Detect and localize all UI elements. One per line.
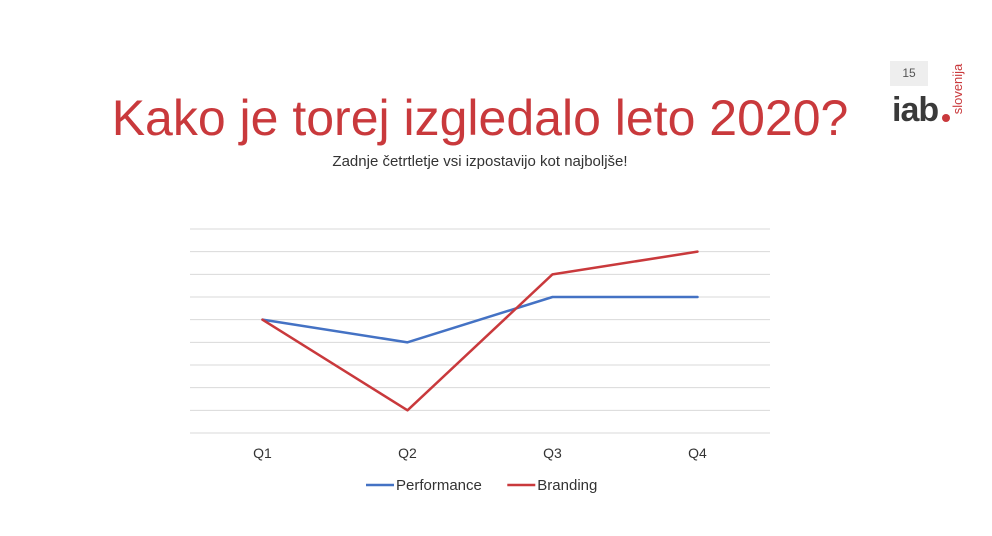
- chart-legend: Performance Branding: [366, 477, 597, 494]
- page-number: 15: [890, 61, 928, 86]
- chart-gridlines: [190, 228, 770, 434]
- series-line-branding: [261, 250, 699, 412]
- x-tick-label: Q1: [253, 445, 272, 461]
- x-tick-label: Q3: [543, 445, 562, 461]
- logo-text: iab: [892, 91, 939, 129]
- x-tick-label: Q2: [398, 445, 417, 461]
- logo-dot: [942, 114, 950, 122]
- iab-slovenija-logo: iab slovenija: [890, 60, 965, 132]
- page-subtitle: Zadnje četrtletje vsi izpostavijo kot na…: [332, 153, 628, 170]
- chart-series: [261, 250, 699, 412]
- legend-label-performance: Performance: [396, 477, 482, 494]
- page-title: Kako je torej izgledalo leto 2020?: [111, 90, 849, 146]
- series-line-performance: [261, 295, 699, 344]
- x-axis-tick-labels: Q1 Q2 Q3 Q4: [253, 445, 707, 461]
- legend-label-branding: Branding: [537, 477, 597, 494]
- x-tick-label: Q4: [688, 445, 707, 461]
